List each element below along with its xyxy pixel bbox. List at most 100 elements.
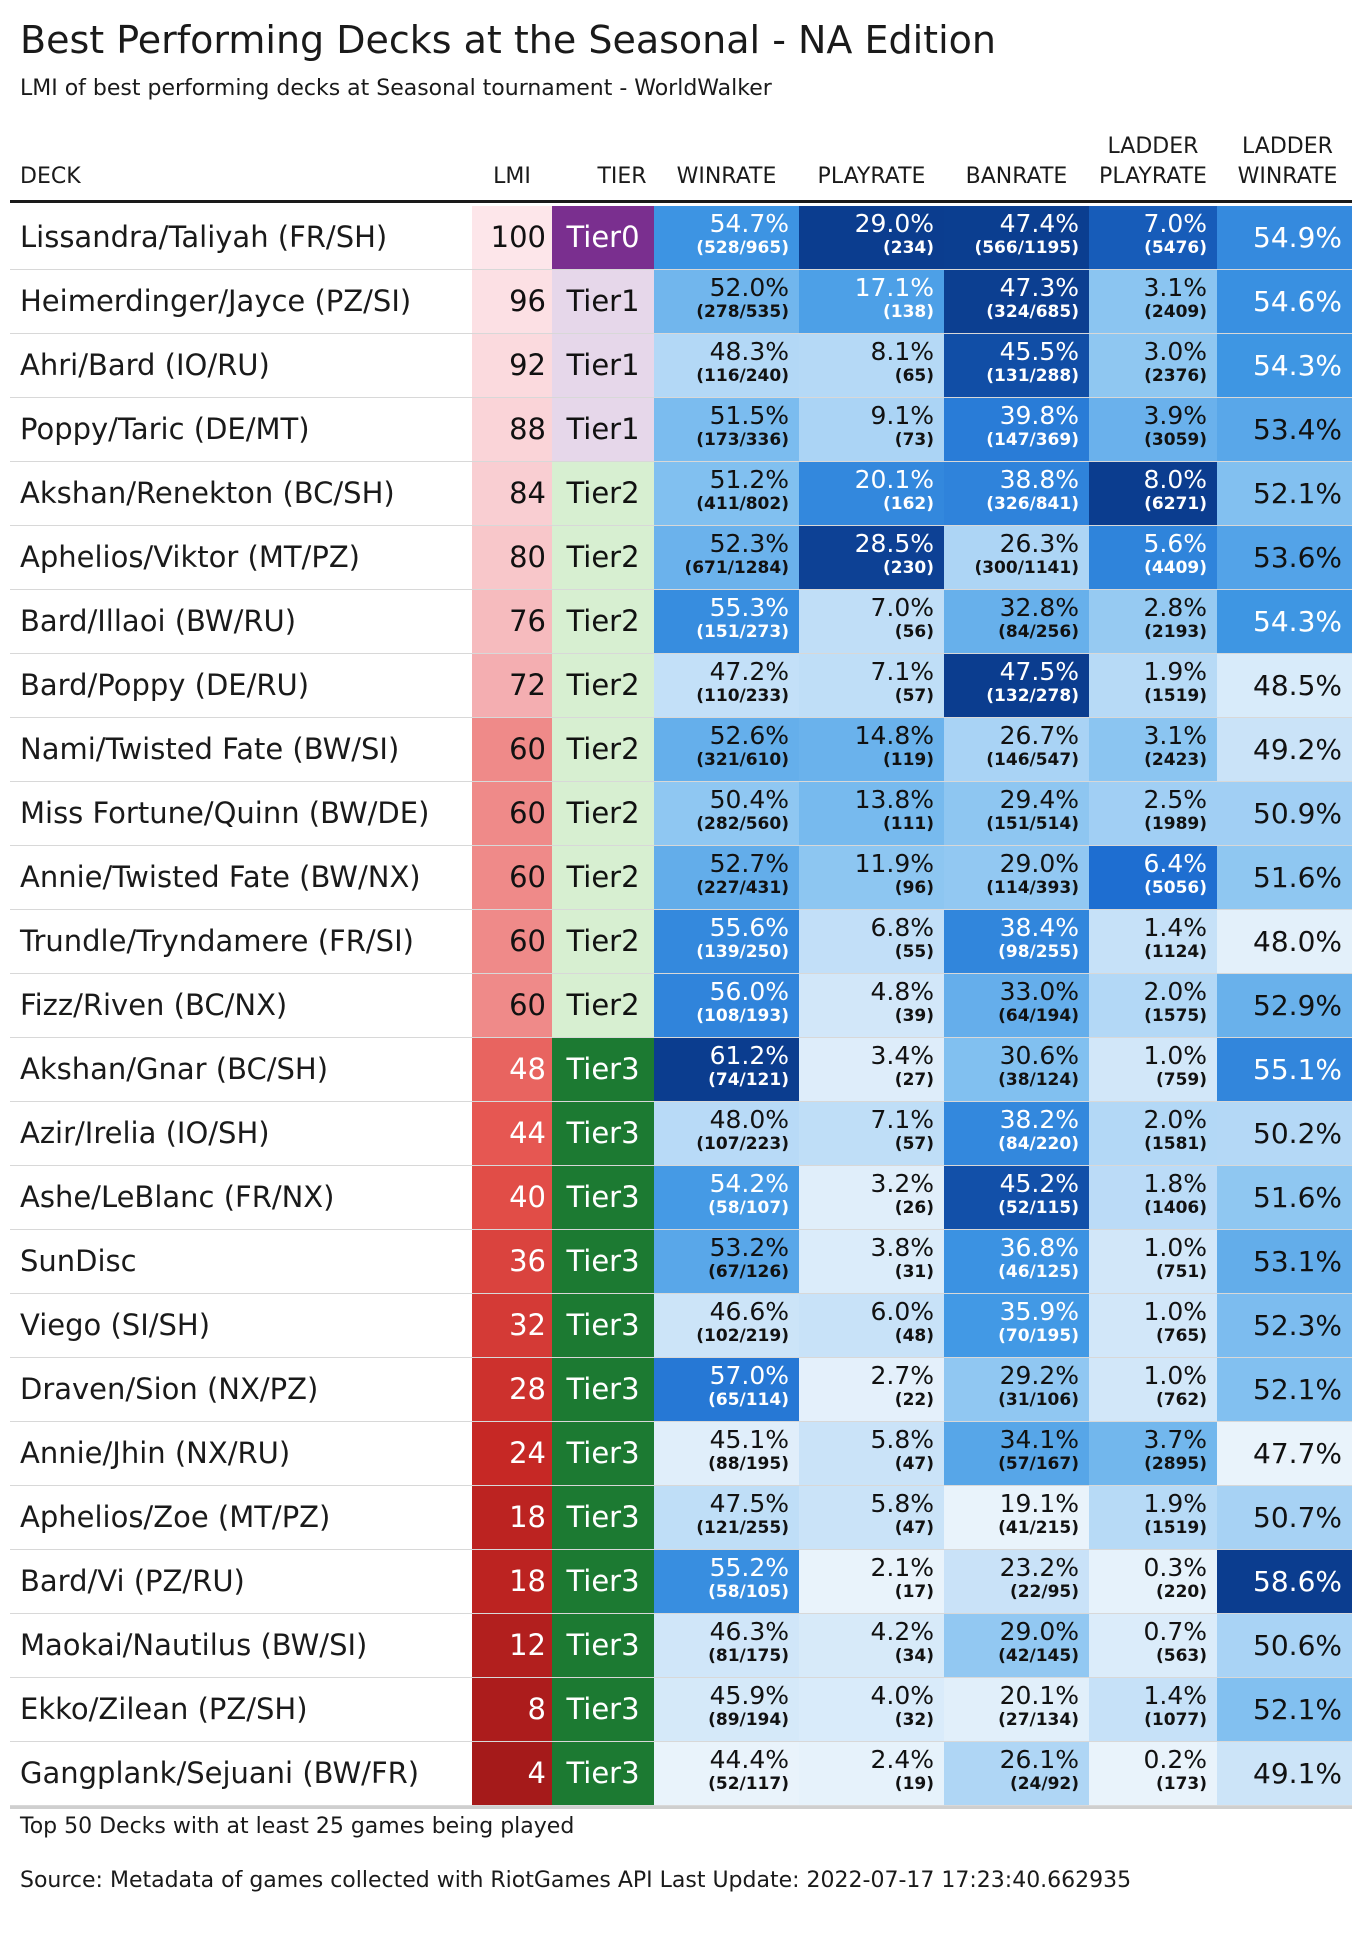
ladder-playrate-cell: 3.7% (2895) (1089, 1422, 1217, 1485)
banrate-count: (42/145) (998, 1646, 1079, 1666)
ladder-winrate-value: 52.1% (1217, 1358, 1352, 1421)
playrate-count: (57) (894, 686, 934, 706)
ladder-winrate-value: 52.3% (1217, 1294, 1352, 1357)
ladder-playrate-count: (173) (1155, 1774, 1207, 1794)
playrate-value: 3.4% (870, 1041, 934, 1070)
deck-name: Ekko/Zilean (PZ/SH) (20, 1692, 308, 1726)
banrate-cell: 38.4% (98/255) (944, 910, 1089, 973)
lmi-value: 96 (472, 270, 552, 333)
ladder-winrate-value: 54.9% (1217, 206, 1352, 269)
ladder-playrate-value: 3.1% (1143, 721, 1207, 750)
banrate-cell: 33.0% (64/194) (944, 974, 1089, 1037)
playrate-cell: 7.0% (56) (799, 590, 944, 653)
ladder-playrate-count: (1519) (1144, 1518, 1207, 1538)
lmi-value: 24 (472, 1422, 552, 1485)
ladder-winrate-value: 50.7% (1217, 1486, 1352, 1549)
playrate-count: (55) (894, 942, 934, 962)
ladder-playrate-value: 2.8% (1143, 593, 1207, 622)
winrate-value: 52.6% (709, 721, 789, 750)
ladder-playrate-count: (1406) (1144, 1198, 1207, 1218)
winrate-cell: 53.2% (67/126) (654, 1230, 799, 1293)
tier-badge: Tier2 (552, 462, 654, 525)
winrate-cell: 50.4% (282/560) (654, 782, 799, 845)
ladder-playrate-count: (563) (1155, 1646, 1207, 1666)
winrate-count: (671/1284) (684, 558, 789, 578)
table-row: Akshan/Gnar (BC/SH) 48 Tier3 61.2% (74/121) 3… (10, 1038, 1352, 1102)
ladder-playrate-count: (6271) (1144, 494, 1207, 514)
banrate-cell: 39.8% (147/369) (944, 398, 1089, 461)
ladder-playrate-value: 3.0% (1143, 337, 1207, 366)
tier-badge: Tier3 (552, 1230, 654, 1293)
header-ladder-winrate-line1: LADDER (1242, 134, 1333, 159)
lmi-value: 48 (472, 1038, 552, 1101)
banrate-value: 39.8% (999, 401, 1079, 430)
banrate-count: (146/547) (986, 750, 1079, 770)
ladder-playrate-value: 2.0% (1143, 1105, 1207, 1134)
ladder-playrate-count: (2409) (1144, 302, 1207, 322)
ladder-playrate-value: 2.0% (1143, 977, 1207, 1006)
ladder-playrate-count: (2895) (1144, 1454, 1207, 1474)
ladder-playrate-cell: 2.0% (1581) (1089, 1102, 1217, 1165)
winrate-cell: 52.6% (321/610) (654, 718, 799, 781)
playrate-value: 9.1% (870, 401, 934, 430)
ladder-winrate-value: 47.7% (1217, 1422, 1352, 1485)
tier-badge: Tier1 (552, 398, 654, 461)
playrate-count: (230) (882, 558, 934, 578)
winrate-cell: 48.3% (116/240) (654, 334, 799, 397)
table-row: Viego (SI/SH) 32 Tier3 46.6% (102/219) 6.0% (4… (10, 1294, 1352, 1358)
ladder-playrate-value: 3.1% (1143, 273, 1207, 302)
ladder-playrate-value: 5.6% (1143, 529, 1207, 558)
deck-name: Miss Fortune/Quinn (BW/DE) (20, 796, 430, 830)
winrate-count: (411/802) (696, 494, 789, 514)
deck-name: SunDisc (20, 1244, 137, 1278)
banrate-cell: 30.6% (38/124) (944, 1038, 1089, 1101)
deck-name: Viego (SI/SH) (20, 1308, 211, 1342)
ladder-playrate-cell: 1.4% (1124) (1089, 910, 1217, 973)
lmi-value: 100 (472, 206, 552, 269)
tier-badge: Tier3 (552, 1038, 654, 1101)
ladder-playrate-value: 0.7% (1143, 1617, 1207, 1646)
winrate-count: (121/255) (696, 1518, 789, 1538)
deck-name: Maokai/Nautilus (BW/SI) (20, 1628, 368, 1662)
banrate-value: 26.3% (999, 529, 1079, 558)
banrate-value: 45.5% (999, 337, 1079, 366)
banrate-count: (98/255) (998, 942, 1079, 962)
playrate-value: 4.8% (870, 977, 934, 1006)
playrate-cell: 6.0% (48) (799, 1294, 944, 1357)
playrate-value: 4.0% (870, 1681, 934, 1710)
lmi-value: 28 (472, 1358, 552, 1421)
playrate-cell: 2.1% (17) (799, 1550, 944, 1613)
playrate-value: 7.1% (870, 1105, 934, 1134)
winrate-cell: 45.9% (89/194) (654, 1678, 799, 1741)
winrate-count: (173/336) (696, 430, 789, 450)
lmi-value: 60 (472, 974, 552, 1037)
banrate-value: 20.1% (999, 1681, 1079, 1710)
tier-badge: Tier2 (552, 718, 654, 781)
playrate-value: 5.8% (870, 1425, 934, 1454)
ladder-playrate-value: 3.7% (1143, 1425, 1207, 1454)
winrate-value: 46.3% (709, 1617, 789, 1646)
lmi-value: 80 (472, 526, 552, 589)
playrate-cell: 8.1% (65) (799, 334, 944, 397)
banrate-cell: 38.2% (84/220) (944, 1102, 1089, 1165)
ladder-winrate-value: 52.1% (1217, 1678, 1352, 1741)
ladder-playrate-count: (765) (1155, 1326, 1207, 1346)
playrate-value: 13.8% (854, 785, 934, 814)
ladder-winrate-value: 53.6% (1217, 526, 1352, 589)
playrate-cell: 2.7% (22) (799, 1358, 944, 1421)
deck-name: Bard/Vi (PZ/RU) (20, 1564, 245, 1598)
banrate-value: 47.3% (999, 273, 1079, 302)
winrate-count: (89/194) (708, 1710, 789, 1730)
winrate-count: (282/560) (696, 814, 789, 834)
winrate-count: (102/219) (696, 1326, 789, 1346)
table-row: Trundle/Tryndamere (FR/SI) 60 Tier2 55.6% (1… (10, 910, 1352, 974)
playrate-cell: 6.8% (55) (799, 910, 944, 973)
header-playrate: PLAYRATE (817, 164, 926, 189)
ladder-playrate-cell: 2.8% (2193) (1089, 590, 1217, 653)
table-row: Maokai/Nautilus (BW/SI) 12 Tier3 46.3% (81/1… (10, 1614, 1352, 1678)
ladder-playrate-count: (1519) (1144, 686, 1207, 706)
winrate-cell: 48.0% (107/223) (654, 1102, 799, 1165)
playrate-cell: 20.1% (162) (799, 462, 944, 525)
table-row: Akshan/Renekton (BC/SH) 84 Tier2 51.2% (411/… (10, 462, 1352, 526)
table-row: Miss Fortune/Quinn (BW/DE) 60 Tier2 50.4% (2… (10, 782, 1352, 846)
